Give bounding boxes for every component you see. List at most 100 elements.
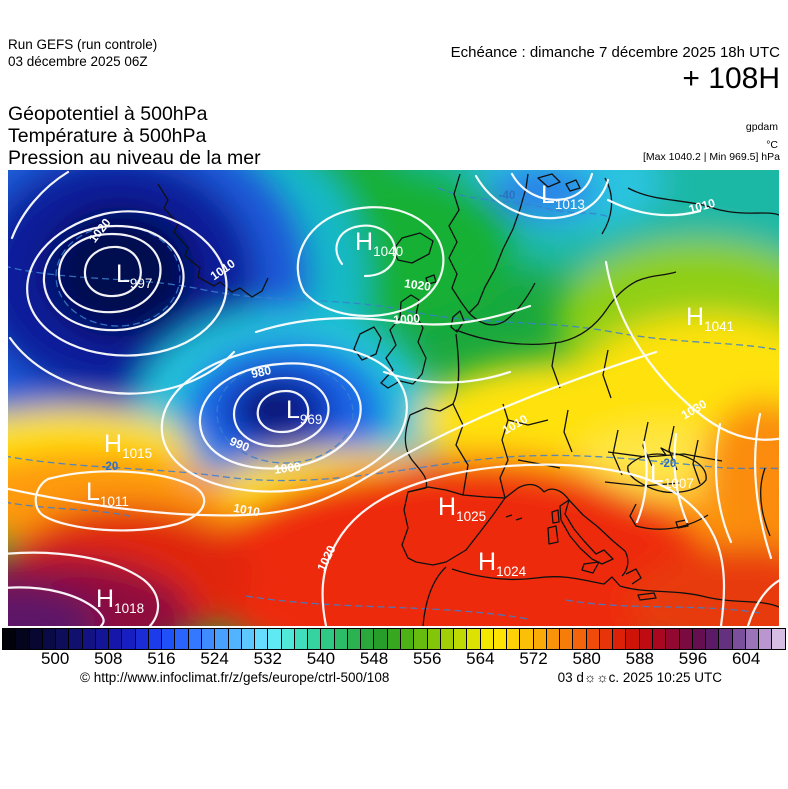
isobar-label-1000: 1000 (393, 311, 421, 327)
colorbar-cell (613, 629, 627, 649)
run-model-line: Run GEFS (run controle) (8, 37, 158, 52)
colorbar-cell (241, 629, 256, 649)
colorbar-tick: 548 (359, 649, 389, 668)
colorbar-cell (109, 629, 123, 649)
weather-map: 1020 1010 980 990 1000 1010 1020 1020 1000 1010 10… (8, 170, 779, 626)
colorbar-cell (122, 629, 136, 649)
temp-label--40: -40 (499, 190, 516, 202)
colorbar-tick: 524 (200, 649, 229, 668)
colorbar-cell (16, 629, 30, 649)
colorbar-cell (255, 629, 269, 649)
colorbar-cell (666, 629, 680, 649)
colorbar-cell (679, 629, 693, 649)
colorbar-tick: 588 (625, 649, 655, 668)
coastlines (157, 173, 779, 626)
colorbar-cell (719, 629, 733, 649)
run-info: Run GEFS (run controle) 03 décembre 2025… (8, 37, 157, 70)
param-pressure: Pression au niveau de la mer (8, 147, 261, 169)
colorbar-cell (387, 629, 401, 649)
unit-geopotential: gpdam (745, 121, 778, 133)
colorbar-tick: 532 (253, 649, 282, 668)
colorbar-cell (215, 629, 229, 649)
valid-time-label: Echéance : dimanche 7 décembre 2025 18h … (450, 44, 780, 61)
colorbar-cell (294, 629, 309, 649)
colorbar-ticks: 500 508 516 524 532 540 548 556 564 572 580 588 596 6… (2, 649, 786, 669)
colorbar-cell (573, 629, 587, 649)
colorbar-cell (745, 629, 760, 649)
colorbar-tick: 516 (147, 649, 176, 668)
colorbar-cell (188, 629, 202, 649)
colorbar-cell (599, 629, 614, 649)
colorbar-cell (706, 629, 720, 649)
colorbar-cell (56, 629, 70, 649)
colorbar-cell (400, 629, 415, 649)
colorbar-tick: 556 (413, 649, 442, 668)
colorbar-cell (42, 629, 57, 649)
colorbar (2, 628, 786, 650)
colorbar-tick: 596 (678, 649, 708, 668)
source-url: © http://www.infoclimat.fr/z/gefs/europe… (80, 670, 390, 685)
colorbar-cell (29, 629, 43, 649)
colorbar-cell (321, 629, 335, 649)
isobar-label-1020: 1020 (403, 276, 432, 294)
colorbar-cell (759, 629, 773, 649)
param-geopotential: Géopotentiel à 500hPa (8, 103, 208, 125)
parameter-titles: Géopotentiel à 500hPa Température à 500h… (8, 103, 261, 169)
colorbar-cell (454, 629, 468, 649)
field-blobs (8, 170, 779, 626)
colorbar-cell (82, 629, 96, 649)
colorbar-cell (135, 629, 149, 649)
colorbar-cell (732, 629, 746, 649)
colorbar-tick: 508 (94, 649, 123, 668)
colorbar-cell (69, 629, 83, 649)
colorbar-cell (308, 629, 322, 649)
colorbar-cell (414, 629, 428, 649)
colorbar-tick: 540 (306, 649, 336, 668)
isobar-label-1010: 1010 (687, 196, 717, 217)
colorbar-cell (639, 629, 654, 649)
pressure-minmax-label: [Max 1040.2 | Min 969.5] hPa (643, 151, 780, 163)
colorbar-tick: 500 (40, 649, 70, 668)
colorbar-cell (268, 629, 282, 649)
colorbar-cell (281, 629, 295, 649)
temp-label--20: -20 (660, 458, 677, 470)
generation-timestamp: 03 d☼☼c. 2025 10:25 UTC (557, 670, 722, 685)
colorbar-cell (374, 629, 388, 649)
isobar-contours (8, 170, 779, 626)
run-date-line: 03 décembre 2025 06Z (8, 53, 148, 69)
colorbar-cell (162, 629, 176, 649)
colorbar-cell (493, 629, 508, 649)
param-temperature: Température à 500hPa (8, 125, 207, 147)
colorbar-cell (347, 629, 362, 649)
colorbar-tick: 572 (519, 649, 548, 668)
colorbar-cell (520, 629, 534, 649)
colorbar-tick: 564 (466, 649, 495, 668)
colorbar-cell (507, 629, 521, 649)
isobar-label-1010: 1010 (232, 501, 261, 519)
colorbar-cell (560, 629, 574, 649)
colorbar-cell (228, 629, 242, 649)
colorbar-cell (772, 629, 785, 649)
colorbar-cell (201, 629, 216, 649)
lead-time-label: + 108H (682, 62, 780, 95)
colorbar-cell (467, 629, 481, 649)
colorbar-cell (653, 629, 667, 649)
colorbar-cell (427, 629, 441, 649)
isobar-label-1000: 1000 (273, 459, 302, 477)
colorbar-cell (175, 629, 189, 649)
colorbar-cell (692, 629, 707, 649)
colorbar-cell (440, 629, 455, 649)
colorbar-cell (533, 629, 547, 649)
isobar-label-980: 980 (250, 363, 273, 381)
colorbar-cell (480, 629, 494, 649)
weather-map-canvas: 1020101098099010001010102010201000101010… (8, 170, 779, 626)
colorbar-tick: 580 (572, 649, 601, 668)
colorbar-tick: 604 (731, 649, 761, 668)
colorbar-cell (148, 629, 163, 649)
temp-label--20: -20 (102, 461, 119, 473)
temperature-labels: -20 -20 -40 (102, 190, 677, 473)
colorbar-cell (626, 629, 640, 649)
colorbar-cell (334, 629, 348, 649)
colorbar-cell (361, 629, 375, 649)
